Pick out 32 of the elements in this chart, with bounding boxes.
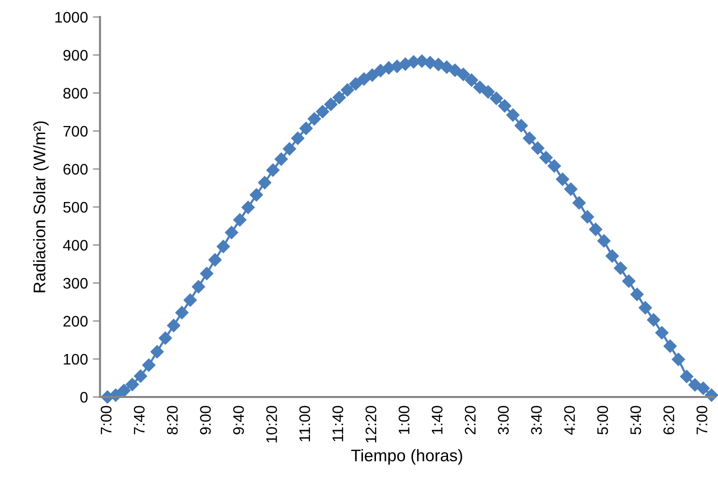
x-tick-label: 6:20 [663, 406, 674, 434]
y-tick-label: 500 [63, 202, 88, 213]
y-tick-label: 1000 [55, 12, 88, 23]
x-tick-label: 9:40 [233, 406, 244, 434]
y-tick-label: 900 [63, 50, 88, 61]
x-tick-label: 9:00 [200, 406, 211, 434]
x-tick-label: 10:20 [266, 406, 278, 442]
x-tick-label: 11:40 [332, 406, 344, 442]
x-tick-label: 7:00 [100, 406, 112, 434]
x-tick-label: 8:20 [166, 406, 178, 434]
y-tick-label: 100 [64, 354, 88, 365]
y-tick-label: 200 [63, 316, 88, 327]
x-tick-label: 2:20 [464, 406, 476, 434]
x-tick-label: 3:00 [498, 406, 509, 434]
x-tick-label: 5:40 [630, 406, 642, 434]
y-tick-label: 600 [63, 164, 88, 175]
x-tick-label: 1:00 [398, 406, 410, 434]
x-axis-title: Tiempo (horas) [351, 449, 462, 465]
x-tick-label: 7:00 [696, 406, 708, 434]
y-tick-label: 800 [63, 88, 88, 99]
y-tick-label: 700 [63, 126, 88, 137]
x-tick-label: 4:20 [564, 406, 575, 435]
x-tick-label: 5:00 [597, 406, 608, 434]
x-tick-label: 12:20 [366, 406, 376, 442]
y-tick-label: 300 [63, 278, 88, 289]
x-tick-label: 1:40 [432, 406, 443, 434]
y-tick-label: 0 [80, 392, 88, 403]
y-axis-title: Radiacion Solar (W/m²) [33, 121, 49, 292]
x-tick-label: 7:40 [134, 406, 145, 434]
x-tick-label: 3:40 [531, 406, 542, 434]
y-tick-label: 400 [63, 240, 88, 251]
x-tick-label: 11:00 [299, 406, 310, 442]
